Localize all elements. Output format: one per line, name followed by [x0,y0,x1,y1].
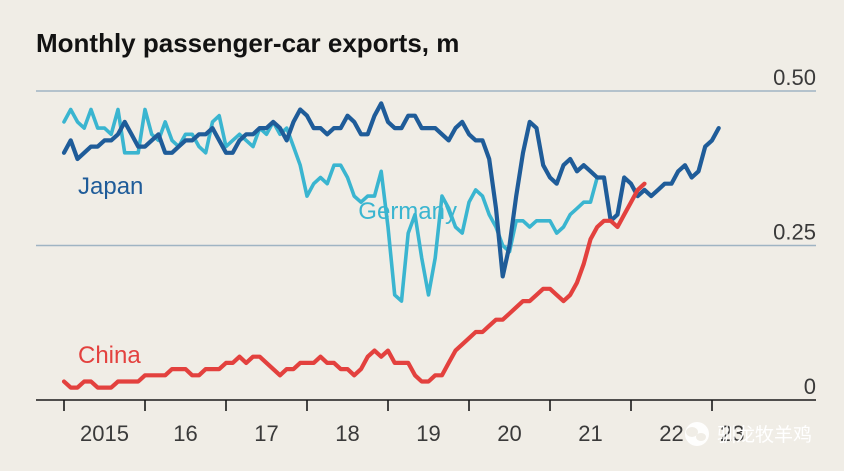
y-tick-label: 0 [804,374,816,399]
chart-title: Monthly passenger-car exports, m [36,28,459,58]
x-tick-label: 20 [497,421,521,446]
series-labels: Japan Germany China [78,173,457,369]
x-tick-label: 19 [416,421,440,446]
wechat-logo-icon [685,422,709,446]
x-tick-label: 21 [578,421,602,446]
gridlines: 0 0.25 0.50 [36,65,816,399]
x-tick-label: 2015 [80,421,129,446]
series-label-china: China [78,342,141,369]
x-tick-label: 17 [254,421,278,446]
series-line-japan [61,101,721,279]
x-tick-label: 23 [720,421,744,446]
series-line-china [61,181,647,390]
watermark-text: 驯龙牧羊鸡 [717,424,812,446]
x-tick-label: 18 [335,421,359,446]
x-axis: 2015 16 17 18 19 20 21 22 23 [36,399,816,446]
y-tick-label: 0.25 [773,220,816,245]
watermark: 驯龙牧羊鸡 [685,422,812,446]
series-label-germany: Germany [358,198,457,225]
series-label-japan: Japan [78,173,143,200]
x-tick-label: 16 [173,421,197,446]
y-tick-label: 0.50 [773,65,816,90]
x-tick-label: 22 [659,421,683,446]
series-lines [61,101,721,390]
series-line-germany [62,107,606,303]
